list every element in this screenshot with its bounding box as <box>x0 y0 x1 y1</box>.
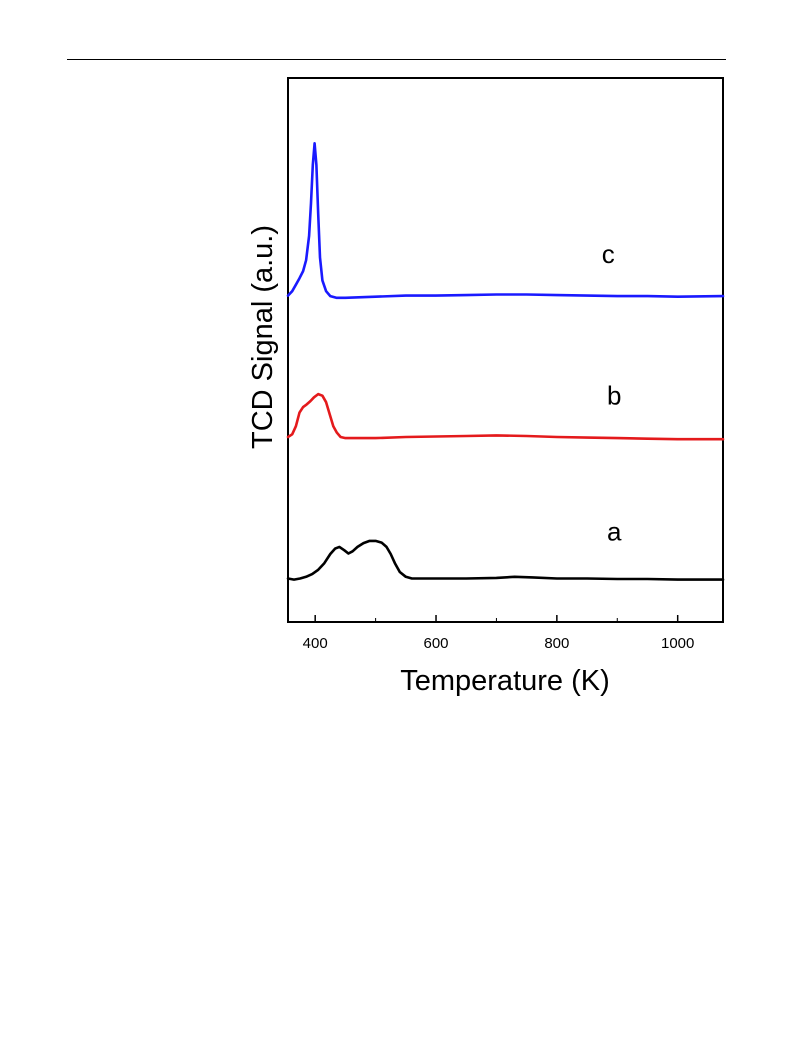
series-line-b <box>286 392 725 441</box>
x-tick-label: 600 <box>424 635 449 652</box>
x-axis-ticks: 400 600 800 1000 <box>303 615 694 652</box>
series-line-a <box>286 539 725 581</box>
series-group <box>286 142 725 581</box>
x-tick-label: 800 <box>544 635 569 652</box>
plot-frame <box>287 77 724 623</box>
curve-label-a: a <box>607 516 622 546</box>
curve-label-b: b <box>607 380 621 410</box>
curve-label-c: c <box>602 239 615 269</box>
x-tick-label: 1000 <box>661 635 694 652</box>
y-axis-title: TCD Signal (a.u.) <box>247 225 279 449</box>
x-axis-title: Temperature (K) <box>400 665 610 697</box>
series-line-c <box>286 142 725 300</box>
page-header-rule <box>67 59 726 60</box>
x-tick-label: 400 <box>303 635 328 652</box>
curve-labels: c b a <box>602 239 622 546</box>
